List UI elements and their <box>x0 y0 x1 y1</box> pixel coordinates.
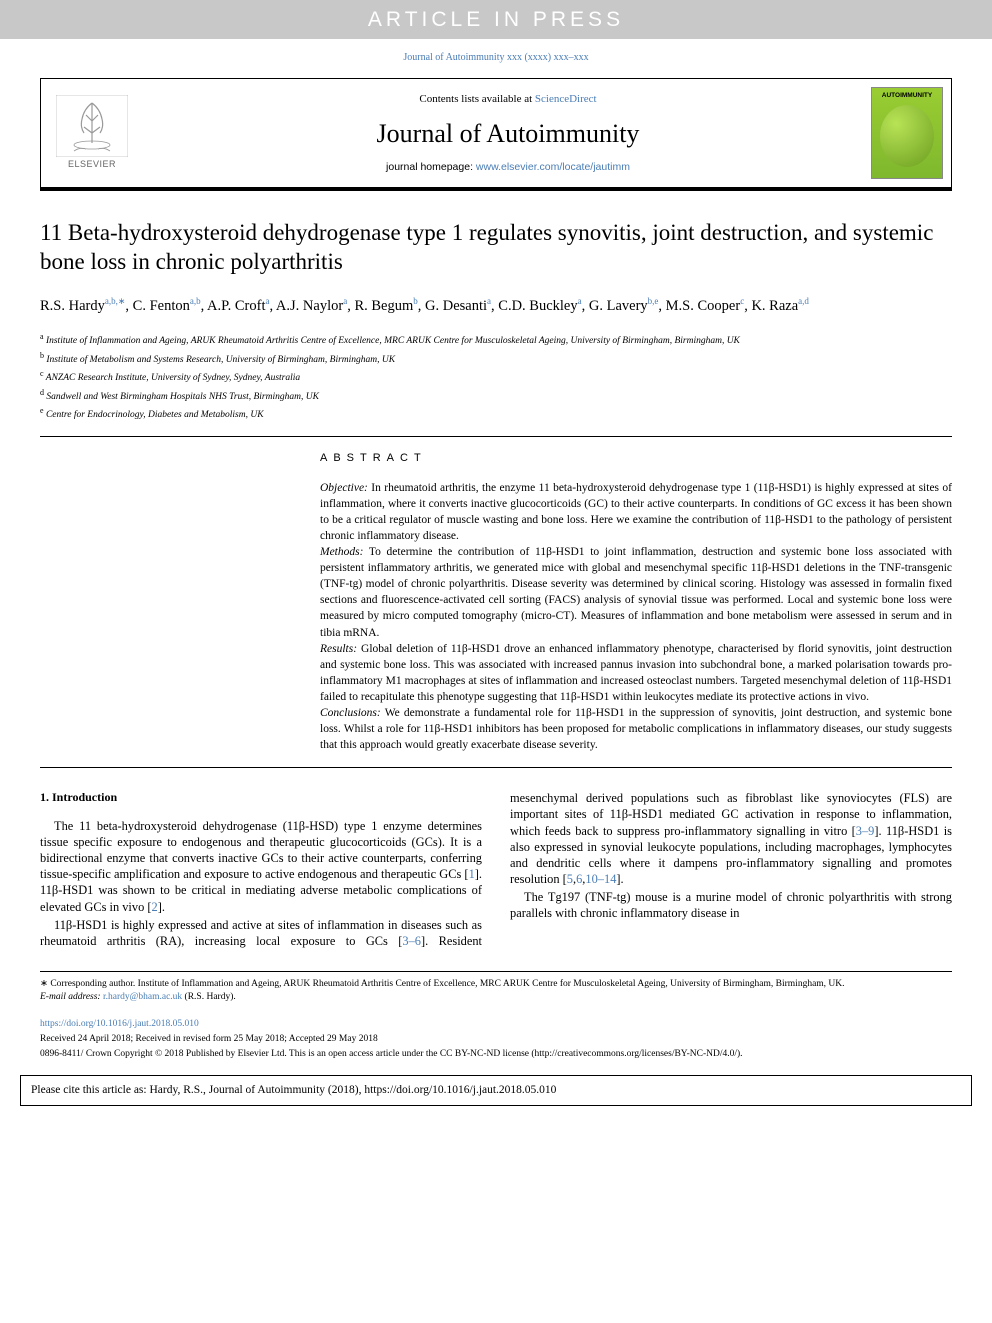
conclusions-text: We demonstrate a fundamental role for 11… <box>320 707 952 751</box>
email-footnote: E-mail address: r.hardy@bham.ac.uk (R.S.… <box>40 991 952 1004</box>
author-affil-sup: a,b <box>190 296 201 306</box>
author-affil-sup: a,d <box>798 296 809 306</box>
publication-info-block: https://doi.org/10.1016/j.jaut.2018.05.0… <box>40 1014 952 1061</box>
sciencedirect-link[interactable]: ScienceDirect <box>535 93 597 105</box>
author-name: , G. Desanti <box>418 298 487 314</box>
author-name: , C.D. Buckley <box>491 298 578 314</box>
citation-10-14-link[interactable]: 10–14 <box>585 872 616 886</box>
intro-paragraph-1: The 11 beta-hydroxysteroid dehydrogenase… <box>40 818 482 915</box>
introduction-section: 1. Introduction The 11 beta-hydroxystero… <box>40 790 952 949</box>
author-name: , M.S. Cooper <box>658 298 740 314</box>
author-name: , A.P. Croft <box>201 298 266 314</box>
affiliations-block: a Institute of Inflammation and Ageing, … <box>40 331 952 422</box>
doi-link[interactable]: https://doi.org/10.1016/j.jaut.2018.05.0… <box>40 1019 199 1029</box>
email-label: E-mail address: <box>40 992 103 1002</box>
citation-3-9-link[interactable]: 3–9 <box>856 824 875 838</box>
section-rule <box>40 436 952 437</box>
abstract-section: ABSTRACT Objective: In rheumatoid arthri… <box>40 451 952 753</box>
author-name: , C. Fenton <box>125 298 189 314</box>
journal-cover: AUTOIMMUNITY <box>871 87 943 179</box>
objective-text: In rheumatoid arthritis, the enzyme 11 b… <box>320 482 952 542</box>
section-rule <box>40 767 952 768</box>
affiliation-c: c ANZAC Research Institute, University o… <box>40 368 952 385</box>
contents-prefix: Contents lists available at <box>419 93 534 105</box>
article-in-press-banner: ARTICLE IN PRESS <box>0 0 992 39</box>
objective-label: Objective: <box>320 482 368 494</box>
author-name: , G. Lavery <box>582 298 648 314</box>
abstract-text: Objective: In rheumatoid arthritis, the … <box>320 480 952 754</box>
affiliation-b: b Institute of Metabolism and Systems Re… <box>40 350 952 367</box>
methods-text: To determine the contribution of 11β-HSD… <box>320 546 952 638</box>
introduction-heading: 1. Introduction <box>40 790 482 806</box>
citation-box: Please cite this article as: Hardy, R.S.… <box>20 1075 972 1106</box>
journal-name: Journal of Autoimmunity <box>145 117 871 151</box>
elsevier-logo: ELSEVIER <box>49 90 135 176</box>
author-name: , A.J. Naylor <box>269 298 343 314</box>
author-name: R.S. Hardy <box>40 298 105 314</box>
author-list: R.S. Hardya,b,∗, C. Fentona,b, A.P. Crof… <box>40 295 952 318</box>
footnote-rule <box>40 971 952 972</box>
corresponding-author-footnote: ∗ Corresponding author. Institute of Inf… <box>40 978 952 991</box>
contents-available-line: Contents lists available at ScienceDirec… <box>145 92 871 106</box>
email-suffix: (R.S. Hardy). <box>182 992 236 1002</box>
homepage-link[interactable]: www.elsevier.com/locate/jautimm <box>476 161 630 173</box>
email-link[interactable]: r.hardy@bham.ac.uk <box>103 992 182 1002</box>
copyright-line: 0896-8411/ Crown Copyright © 2018 Publis… <box>40 1048 952 1061</box>
author-affil-sup: b,e <box>648 296 659 306</box>
author-name: , K. Raza <box>744 298 798 314</box>
intro-paragraph-3: The Tg197 (TNF-tg) mouse is a murine mod… <box>510 889 952 921</box>
header-center: Contents lists available at ScienceDirec… <box>145 92 871 174</box>
abstract-body: ABSTRACT Objective: In rheumatoid arthri… <box>300 451 952 753</box>
results-text: Global deletion of 11β-HSD1 drove an enh… <box>320 643 952 703</box>
affiliation-d: d Sandwell and West Birmingham Hospitals… <box>40 387 952 404</box>
abstract-left-gutter <box>40 451 300 753</box>
elsevier-tree-icon <box>56 95 128 157</box>
cover-title: AUTOIMMUNITY <box>882 92 932 100</box>
citation-3-6-link[interactable]: 3–6 <box>402 934 421 948</box>
received-dates: Received 24 April 2018; Received in revi… <box>40 1033 952 1046</box>
elsevier-label: ELSEVIER <box>68 159 116 171</box>
article-title: 11 Beta-hydroxysteroid dehydrogenase typ… <box>40 219 952 277</box>
author-affil-sup: a,b,∗ <box>105 296 126 306</box>
conclusions-label: Conclusions: <box>320 707 381 719</box>
author-name: , R. Begum <box>347 298 413 314</box>
results-label: Results: <box>320 643 357 655</box>
methods-label: Methods: <box>320 546 363 558</box>
homepage-line: journal homepage: www.elsevier.com/locat… <box>145 161 871 175</box>
homepage-prefix: journal homepage: <box>386 161 476 173</box>
affiliation-a: a Institute of Inflammation and Ageing, … <box>40 331 952 348</box>
cover-image <box>880 105 934 167</box>
journal-reference: Journal of Autoimmunity xxx (xxxx) xxx–x… <box>40 51 952 64</box>
affiliation-e: e Centre for Endocrinology, Diabetes and… <box>40 405 952 422</box>
abstract-heading: ABSTRACT <box>320 451 952 465</box>
journal-header-box: ELSEVIER Contents lists available at Sci… <box>40 78 952 191</box>
